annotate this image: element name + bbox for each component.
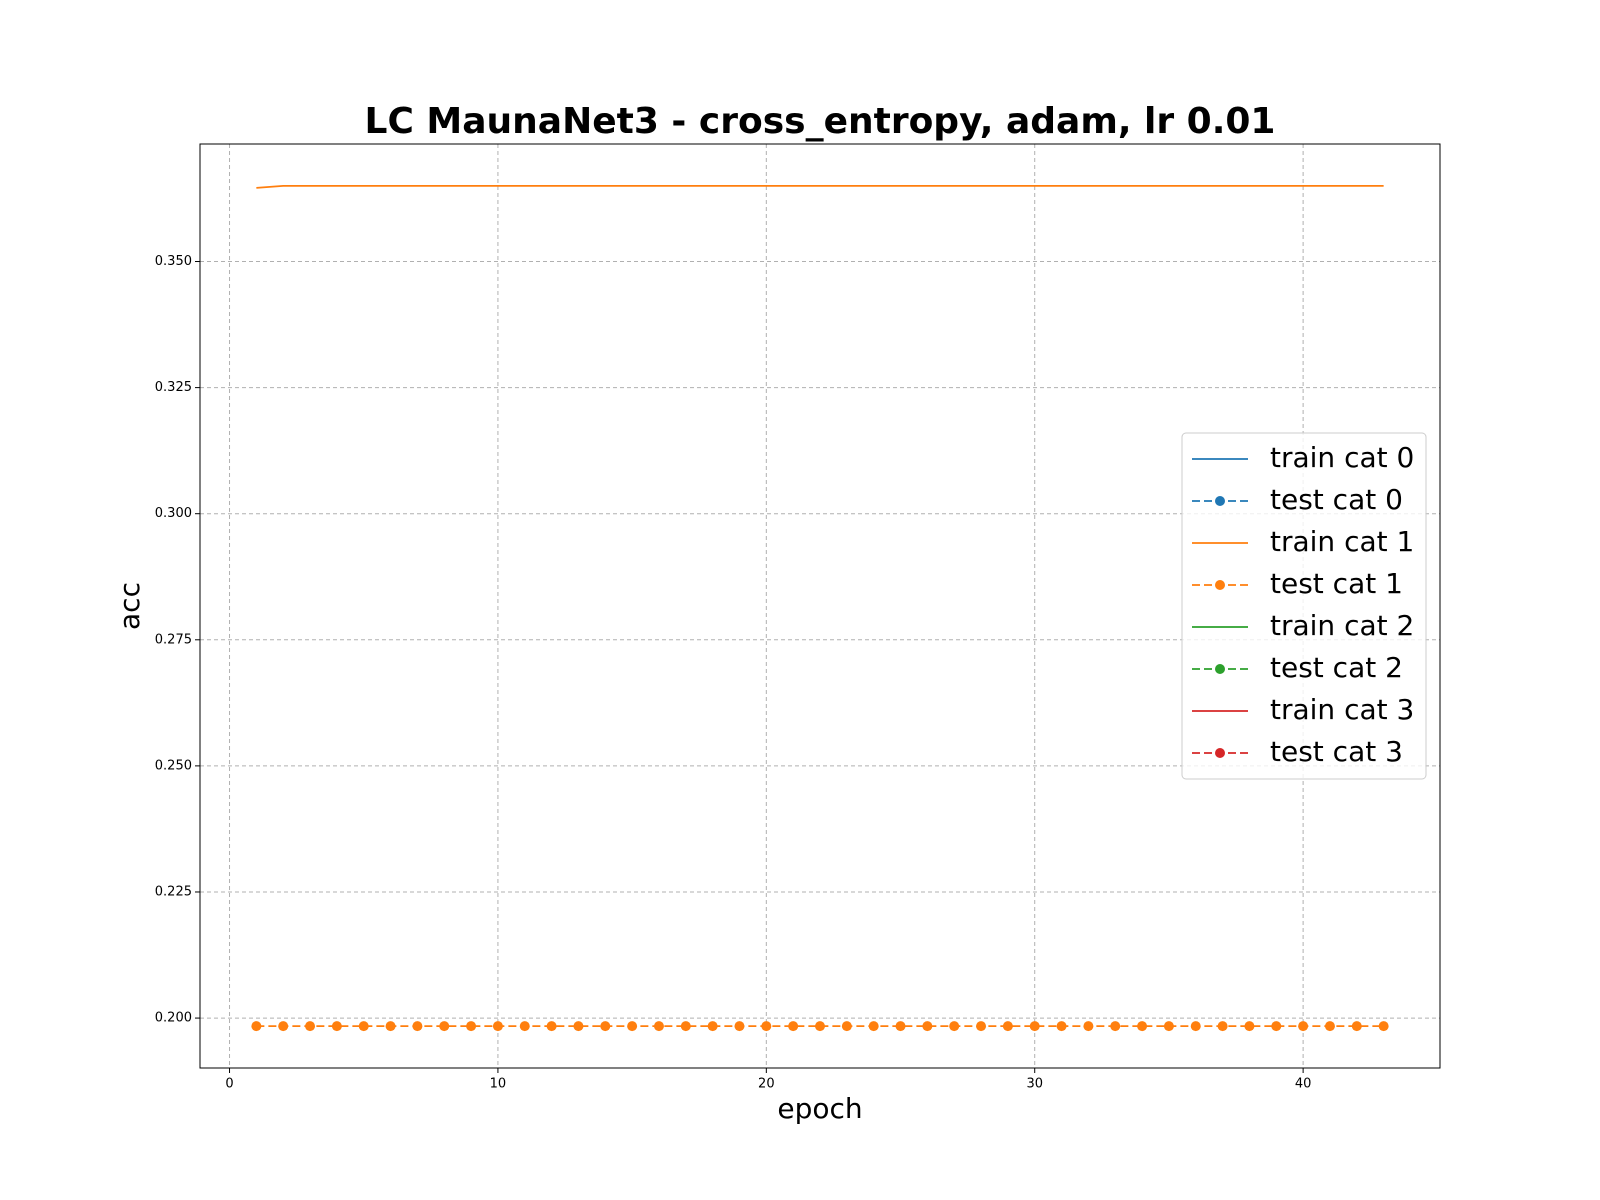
point: [1217, 1021, 1228, 1032]
legend-label: train cat 1: [1270, 525, 1414, 558]
y-tick-label: 0.275: [155, 632, 192, 647]
x-tick-label: 20: [758, 1077, 775, 1092]
point: [278, 1021, 289, 1032]
point: [492, 1021, 503, 1032]
point: [358, 1021, 369, 1032]
legend-label: train cat 0: [1270, 441, 1414, 474]
y-tick-label: 0.200: [155, 1011, 192, 1026]
point: [680, 1021, 691, 1032]
x-tick-label: 40: [1295, 1077, 1312, 1092]
point: [976, 1021, 987, 1032]
point: [653, 1021, 664, 1032]
point: [1244, 1021, 1255, 1032]
point: [734, 1021, 745, 1032]
point: [1324, 1021, 1335, 1032]
point: [573, 1021, 584, 1032]
point: [922, 1021, 933, 1032]
x-tick-label: 0: [225, 1077, 233, 1092]
point: [949, 1021, 960, 1032]
y-tick-label: 0.325: [155, 380, 192, 395]
point: [1029, 1021, 1040, 1032]
plot-frame: [199, 143, 1441, 1069]
point: [1056, 1021, 1067, 1032]
point: [1271, 1021, 1282, 1032]
point: [439, 1021, 450, 1032]
point: [1163, 1021, 1174, 1032]
x-tick-label: 10: [490, 1077, 507, 1092]
point: [895, 1021, 906, 1032]
point: [385, 1021, 396, 1032]
point: [815, 1021, 825, 1032]
point: [627, 1021, 638, 1032]
point: [1298, 1021, 1309, 1032]
point: [1002, 1021, 1013, 1032]
chart-title: LC MaunaNet3 - cross_entropy, adam, lr 0…: [365, 101, 1276, 142]
point: [841, 1021, 852, 1032]
point: [707, 1021, 718, 1032]
legend-label: test cat 2: [1270, 651, 1403, 684]
legend-label: train cat 2: [1270, 609, 1414, 642]
point: [251, 1021, 262, 1032]
point: [412, 1021, 423, 1032]
point: [868, 1021, 879, 1032]
series-line: [256, 184, 1384, 189]
legend-marker: [1215, 496, 1225, 506]
point: [305, 1021, 316, 1032]
point: [1190, 1021, 1201, 1032]
legend-marker: [1215, 748, 1225, 758]
legend-marker: [1215, 664, 1225, 674]
legend-label: train cat 3: [1270, 693, 1414, 726]
point: [761, 1021, 772, 1032]
point: [466, 1021, 477, 1032]
legend-label: test cat 3: [1270, 735, 1403, 768]
point: [1110, 1021, 1121, 1032]
y-tick-label: 0.300: [155, 506, 192, 521]
legend-marker: [1215, 580, 1225, 590]
point: [600, 1021, 611, 1032]
legend-box: [1181, 432, 1427, 780]
x-tick-label: 30: [1026, 1077, 1043, 1092]
legend-label: test cat 0: [1270, 483, 1403, 516]
y-axis-label: acc: [113, 582, 146, 630]
point: [1083, 1021, 1094, 1032]
point: [788, 1021, 799, 1032]
point: [331, 1021, 342, 1032]
point: [519, 1021, 530, 1032]
point: [1378, 1021, 1389, 1032]
y-tick-label: 0.350: [155, 254, 192, 269]
x-axis-label: epoch: [777, 1092, 862, 1125]
point: [1351, 1021, 1362, 1032]
legend-label: test cat 1: [1270, 567, 1403, 600]
point: [1137, 1021, 1148, 1032]
point: [546, 1021, 557, 1032]
y-tick-label: 0.250: [155, 758, 192, 773]
y-tick-label: 0.225: [155, 884, 192, 899]
